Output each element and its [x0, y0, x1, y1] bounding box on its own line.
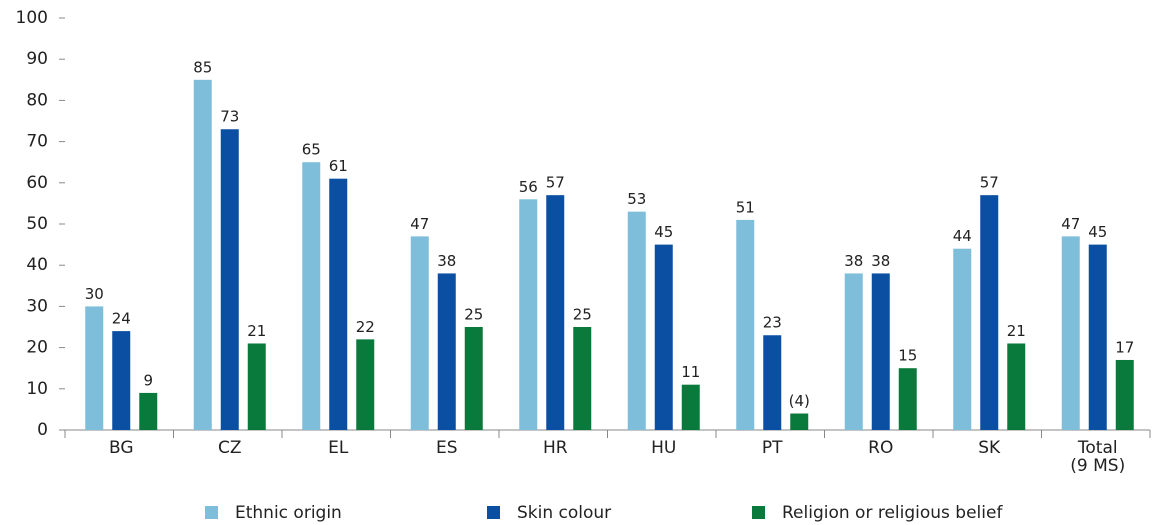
value-label: 47: [410, 215, 429, 233]
bar: [546, 195, 565, 430]
bar: [85, 306, 104, 430]
value-label: 57: [980, 174, 999, 192]
bar: [437, 273, 456, 430]
bar: [247, 343, 266, 430]
value-label: 21: [247, 322, 266, 340]
x-tick-label: PT: [762, 438, 783, 458]
x-tick-label: CZ: [218, 438, 242, 458]
bar: [763, 335, 782, 430]
value-label: 38: [844, 252, 863, 270]
bar: [736, 219, 755, 430]
bar: [139, 392, 158, 430]
x-tick-label: RO: [868, 438, 893, 458]
y-tick-label: 40: [26, 255, 48, 275]
bar: [193, 79, 212, 431]
bar: [627, 211, 646, 430]
bar: [790, 413, 809, 430]
y-tick-label: 0: [37, 420, 48, 440]
bar: [1088, 244, 1107, 430]
legend-swatch: [205, 506, 218, 519]
x-tick-label: EL: [328, 438, 349, 458]
y-tick-label: 60: [26, 173, 48, 193]
value-label: 65: [302, 141, 321, 159]
value-label: 47: [1061, 215, 1080, 233]
value-label: 57: [546, 174, 565, 192]
y-tick-label: 30: [26, 296, 48, 316]
x-tick-label: SK: [978, 438, 1001, 458]
value-label: 11: [681, 363, 700, 381]
value-label: 38: [437, 252, 456, 270]
y-tick-label: 10: [26, 379, 48, 399]
bar: [898, 368, 917, 430]
legend-label: Religion or religious belief: [782, 503, 1003, 523]
x-tick-label: HU: [651, 438, 676, 458]
bar: [1007, 343, 1026, 430]
value-label: 45: [654, 223, 673, 241]
bar: [519, 199, 538, 430]
value-label: 25: [573, 306, 592, 324]
bar: [1115, 359, 1134, 430]
value-label: (4): [789, 392, 810, 410]
bar: [871, 273, 890, 430]
y-tick-label: 100: [16, 8, 48, 28]
bar: [573, 327, 592, 430]
y-tick-label: 70: [26, 132, 48, 152]
value-label: 73: [220, 108, 239, 126]
y-tick-label: 50: [26, 214, 48, 234]
legend-label: Ethnic origin: [235, 503, 342, 523]
bar: [302, 162, 321, 430]
value-label: 44: [953, 227, 972, 245]
bar: [356, 339, 375, 430]
value-label: 23: [763, 314, 782, 332]
value-label: 22: [356, 318, 375, 336]
legend-label: Skin colour: [517, 503, 611, 523]
bar: [953, 248, 972, 430]
bar: [681, 384, 700, 430]
x-tick-label: ES: [436, 438, 458, 458]
value-label: 38: [871, 252, 890, 270]
value-label: 25: [464, 306, 483, 324]
bar: [1061, 236, 1080, 430]
value-label: 45: [1088, 223, 1107, 241]
legend-swatch: [752, 506, 765, 519]
y-tick-label: 80: [26, 90, 48, 110]
value-label: 85: [193, 58, 212, 76]
bar: [329, 178, 348, 430]
value-label: 24: [112, 310, 131, 328]
value-label: 51: [736, 198, 755, 216]
value-label: 9: [143, 371, 153, 389]
bar: [464, 327, 483, 430]
value-label: 21: [1007, 322, 1026, 340]
value-label: 53: [627, 190, 646, 208]
y-tick-label: 20: [26, 338, 48, 358]
x-tick-label: Total (9 MS): [1070, 438, 1125, 476]
value-label: 61: [329, 157, 348, 175]
x-tick-label: HR: [543, 438, 568, 458]
value-label: 17: [1115, 338, 1134, 356]
value-label: 15: [898, 347, 917, 365]
bar: [654, 244, 673, 430]
bar: [410, 236, 429, 430]
value-label: 56: [519, 178, 538, 196]
bar: [844, 273, 863, 430]
legend-swatch: [487, 506, 500, 519]
bar: [112, 331, 131, 430]
y-tick-label: 90: [26, 49, 48, 69]
value-label: 30: [85, 285, 104, 303]
bar: [220, 129, 239, 431]
x-tick-label: BG: [109, 438, 134, 458]
bar: [980, 195, 999, 430]
